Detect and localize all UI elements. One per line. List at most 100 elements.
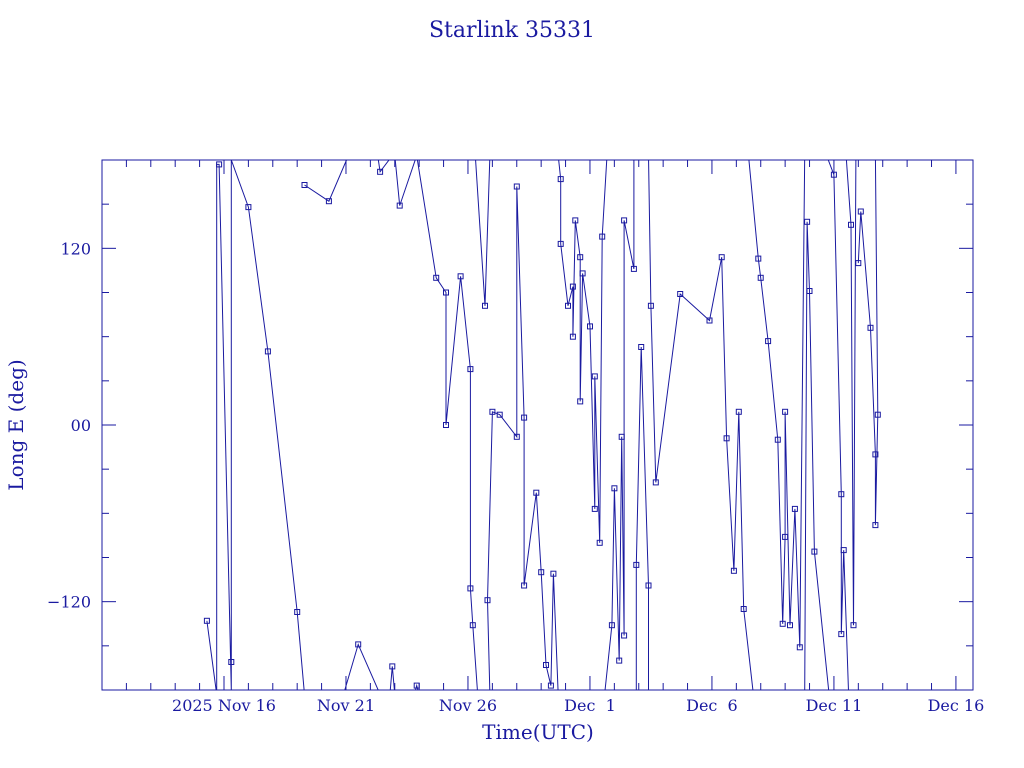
data-point: [611, 485, 618, 492]
series-line-0: [206, 160, 305, 690]
data-point: [489, 408, 496, 415]
x-tick-label: Dec 11: [806, 696, 863, 715]
data-point: [608, 622, 615, 629]
series-line-18: [857, 160, 879, 526]
data-point: [857, 208, 864, 215]
data-point: [838, 631, 845, 638]
data-point: [301, 182, 308, 188]
y-tick-label: 00: [71, 416, 91, 435]
data-point: [547, 682, 554, 689]
data-point: [389, 663, 396, 670]
data-point: [557, 240, 564, 247]
data-point: [577, 254, 584, 261]
x-tick-label: Nov 21: [317, 696, 375, 715]
data-point: [804, 218, 811, 225]
data-point: [652, 479, 659, 486]
data-point: [774, 436, 781, 443]
data-point: [757, 274, 764, 281]
series-line-17: [845, 160, 857, 626]
data-point: [467, 366, 474, 373]
data-point: [513, 433, 520, 440]
axis-ticks: [101, 160, 973, 690]
data-point: [413, 682, 420, 689]
data-point: [228, 659, 235, 665]
tick-labels: 2025 Nov 16 Nov 21 Nov 26 Dec 1 Dec 6 Dec 11 D…: [47, 239, 984, 715]
data-point: [782, 408, 789, 415]
series-line-12: [635, 346, 649, 690]
y-axis-label: Long E (deg): [4, 359, 28, 490]
data-point: [565, 302, 571, 309]
data-point: [513, 183, 520, 190]
series-line-5: [394, 160, 416, 206]
data-point: [591, 505, 598, 512]
data-point: [521, 414, 528, 421]
data-point: [577, 398, 584, 405]
series-line-8: [475, 160, 491, 306]
chart-title: Starlink 35331: [429, 18, 595, 43]
data-point: [677, 291, 684, 297]
data-point: [443, 422, 449, 428]
data-point: [830, 171, 837, 178]
series-line-7: [416, 160, 478, 690]
series-line-4: [389, 666, 395, 690]
data-point: [855, 260, 862, 267]
data-point: [782, 533, 789, 540]
x-tick-label: 2025 Nov 16: [172, 696, 276, 715]
data-point: [740, 606, 747, 612]
x-tick-label: Nov 26: [439, 696, 497, 715]
data-point: [443, 289, 449, 296]
data-point: [543, 662, 549, 668]
series-line-9: [486, 186, 559, 690]
data-point: [591, 373, 598, 380]
series-line-3: [377, 160, 390, 174]
data-point: [457, 273, 464, 280]
data-point: [433, 274, 440, 281]
data-point: [484, 597, 491, 604]
data-point: [806, 288, 813, 294]
data-point: [482, 302, 488, 309]
series-line-2: [344, 642, 379, 690]
data-point: [533, 489, 540, 496]
data-point: [718, 254, 725, 261]
data-point: [838, 491, 845, 498]
data-point: [630, 265, 637, 272]
data-point: [496, 411, 503, 418]
data-point: [645, 582, 652, 589]
y-tick-label: −120: [47, 593, 91, 612]
data-markers: [203, 161, 881, 689]
data-point: [616, 657, 623, 664]
data-point: [621, 632, 628, 639]
data-point: [245, 204, 252, 211]
series-line-11: [604, 160, 635, 690]
data-point: [647, 302, 654, 309]
data-point: [755, 255, 762, 262]
data-point: [467, 585, 474, 592]
data-point: [765, 338, 772, 345]
series-line-15: [804, 221, 830, 690]
data-point: [621, 217, 628, 224]
data-point: [557, 176, 564, 183]
data-point: [796, 644, 803, 651]
data-point: [355, 641, 362, 648]
data-point: [874, 411, 881, 418]
data-point: [706, 317, 713, 324]
series-line-16: [827, 160, 849, 690]
data-point: [579, 270, 586, 277]
data-point: [521, 582, 528, 589]
data-point: [325, 198, 332, 205]
data-point: [723, 435, 730, 442]
data-point: [872, 451, 879, 458]
data-point: [779, 620, 786, 627]
data-point: [638, 344, 645, 350]
data-point: [867, 324, 874, 331]
data-point: [735, 408, 742, 415]
data-point: [377, 168, 384, 175]
data-point: [599, 233, 606, 240]
series-line-14: [748, 160, 806, 648]
data-point: [469, 622, 476, 629]
data-point: [596, 539, 603, 546]
series-line-13: [648, 160, 754, 690]
data-point: [840, 547, 847, 554]
data-point: [850, 622, 857, 629]
